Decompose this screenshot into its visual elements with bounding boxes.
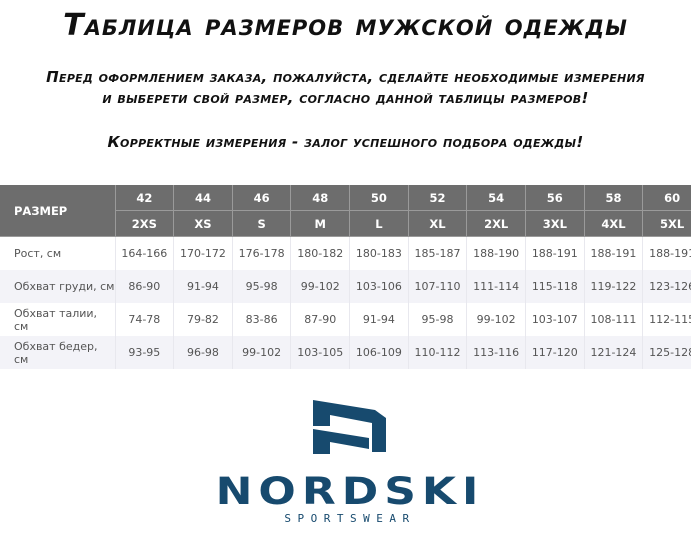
size-header: РАЗМЕР: [0, 185, 116, 237]
table-cell: 107-110: [408, 270, 468, 303]
table-cell: 180-182: [290, 236, 351, 270]
table-cell: 121-124: [584, 336, 644, 369]
size-intl: XS: [173, 210, 233, 237]
logo-n-upper-stroke: [313, 400, 386, 452]
size-ru-46: 46: [232, 185, 292, 211]
table-cell: 110-112: [408, 336, 468, 369]
table-cell: 180-183: [349, 236, 409, 270]
table-cell: 93-95: [115, 336, 175, 369]
table-cell: 86-90: [115, 270, 175, 303]
size-intl: 3XL: [525, 210, 585, 237]
table-cell: 188-191: [584, 236, 644, 270]
row-label: Обхват груди, см: [0, 270, 116, 303]
brand-name: NORDSKI: [215, 469, 485, 514]
table-cell: 119-122: [584, 270, 644, 303]
size-intl: 2XS: [115, 210, 175, 237]
size-intl: 5XL: [642, 210, 691, 237]
size-ru-60: 60: [642, 185, 691, 211]
instruction-line-3: Корректные измерения - залог успешного п…: [107, 133, 584, 151]
instruction-line-1: Перед оформлением заказа, пожалуйста, сд…: [46, 68, 645, 86]
size-intl: 4XL: [584, 210, 644, 237]
table-cell: 99-102: [290, 270, 351, 303]
table-cell: 103-106: [349, 270, 409, 303]
row-label: Обхват бедер, см: [0, 336, 116, 369]
table-cell: 79-82: [173, 303, 233, 336]
row-label: Рост, см: [0, 236, 116, 270]
table-cell: 111-114: [466, 270, 526, 303]
table-cell: 103-105: [290, 336, 351, 369]
table-cell: 103-107: [525, 303, 585, 336]
size-table: РАЗМЕР 42 44 46 48 50 52 54 56 58 60 2XS XS S M L XL 2XL…: [0, 185, 691, 369]
table-cell: 188-190: [466, 236, 526, 270]
table-row: Обхват груди, см 86-90 91-94 95-98 99-102 103…: [0, 270, 691, 303]
size-intl: 2XL: [466, 210, 526, 237]
table-cell: 99-102: [466, 303, 526, 336]
table-cell: 188-191: [642, 236, 691, 270]
instruction-line-2: и выберети свой размер, согласно данной …: [102, 89, 589, 107]
table-cell: 96-98: [173, 336, 233, 369]
size-ru-58: 58: [584, 185, 644, 211]
table-cell: 117-120: [525, 336, 585, 369]
size-ru-54: 54: [466, 185, 526, 211]
size-ru-50: 50: [349, 185, 409, 211]
table-cell: 115-118: [525, 270, 585, 303]
size-ru-52: 52: [408, 185, 468, 211]
table-cell: 113-116: [466, 336, 526, 369]
size-intl: L: [349, 210, 409, 237]
table-cell: 95-98: [232, 270, 292, 303]
table-cell: 176-178: [232, 236, 292, 270]
table-cell: 95-98: [408, 303, 468, 336]
table-cell: 106-109: [349, 336, 409, 369]
table-cell: 91-94: [173, 270, 233, 303]
size-intl: S: [232, 210, 292, 237]
size-ru-44: 44: [173, 185, 233, 211]
brand-tagline: SPORTSWEAR: [284, 512, 416, 525]
table-cell: 83-86: [232, 303, 292, 336]
table-row: Рост, см 164-166 170-172 176-178 180-182 180-…: [0, 236, 691, 270]
size-ru-42: 42: [115, 185, 175, 211]
table-cell: 170-172: [173, 236, 233, 270]
size-intl: XL: [408, 210, 468, 237]
table-row: Обхват бедер, см 93-95 96-98 99-102 103-105 1…: [0, 336, 691, 369]
table-cell: 91-94: [349, 303, 409, 336]
table-cell: 108-111: [584, 303, 644, 336]
table-cell: 74-78: [115, 303, 175, 336]
table-cell: 188-191: [525, 236, 585, 270]
table-cell: 99-102: [232, 336, 292, 369]
page-title: Таблица размеров мужской одежды: [63, 8, 628, 43]
table-cell: 123-126: [642, 270, 691, 303]
row-label: Обхват талии, см: [0, 303, 116, 336]
size-intl: M: [290, 210, 351, 237]
table-row: Обхват талии, см 74-78 79-82 83-86 87-90 91-9…: [0, 303, 691, 336]
table-cell: 125-128: [642, 336, 691, 369]
table-cell: 87-90: [290, 303, 351, 336]
logo-n-lower-stroke: [313, 429, 369, 454]
size-ru-48: 48: [290, 185, 351, 211]
size-ru-56: 56: [525, 185, 585, 211]
table-cell: 112-115: [642, 303, 691, 336]
table-cell: 185-187: [408, 236, 468, 270]
table-cell: 164-166: [115, 236, 175, 270]
